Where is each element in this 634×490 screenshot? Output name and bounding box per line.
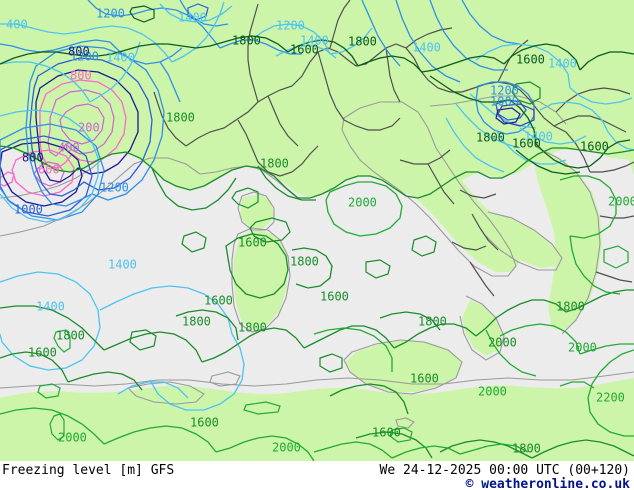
copyright-notice: © weatheronline.co.uk xyxy=(465,477,630,490)
contour-label: 1200 xyxy=(276,19,305,33)
contour-label: 1800 xyxy=(56,329,85,343)
contour-label: 1600 xyxy=(238,236,267,250)
contour-label: 1400 xyxy=(524,130,553,144)
contour-1400 xyxy=(0,1,634,411)
contour-label: 1800 xyxy=(238,321,267,335)
contour-label: 2000 xyxy=(608,195,634,209)
contour-label: 1600 xyxy=(512,137,541,151)
contour-label: 1200 xyxy=(100,181,129,195)
contour-label: 1000 xyxy=(490,95,519,109)
map-canvas[interactable]: 1200120014001400400400120012001400140012… xyxy=(0,0,634,461)
contour-label: 1400 xyxy=(300,34,329,48)
contour-label: 1800 xyxy=(182,315,211,329)
contour-1600 xyxy=(0,35,634,175)
contour-label: 800 xyxy=(22,151,44,165)
contour-label: 2000 xyxy=(58,431,87,445)
contour-label: 1800 xyxy=(290,255,319,269)
contour-label: 400 xyxy=(58,141,80,155)
contour-label: 1800 xyxy=(232,34,261,48)
contour-label: 2000 xyxy=(488,336,517,350)
contour-label: 1600 xyxy=(410,372,439,386)
contour-label: 1600 xyxy=(190,416,219,430)
contour-label: 1600 xyxy=(204,294,233,308)
contour-800 xyxy=(0,69,139,207)
contour-label: 2000 xyxy=(568,341,597,355)
contour-label: 2200 xyxy=(596,391,625,405)
contour-label: 1400 xyxy=(412,41,441,55)
fill-band-high-peninsula xyxy=(234,100,634,392)
model-run-timestamp: We 24-12-2025 00:00 UTC (00+120) xyxy=(379,463,630,478)
contour-label: 1800 xyxy=(166,111,195,125)
contour-label: 1600 xyxy=(290,43,319,57)
contour-600 xyxy=(0,79,127,197)
contour-label: 400 xyxy=(6,18,28,32)
contour-label: 1600 xyxy=(320,290,349,304)
map-title: Freezing level [m] GFS xyxy=(2,463,175,478)
contour-label: 2000 xyxy=(272,441,301,455)
contour-label: 800 xyxy=(68,45,90,59)
coastlines xyxy=(0,95,634,429)
contour-label: 1600 xyxy=(372,426,401,440)
contour-label: 1400 xyxy=(178,11,207,25)
contour-label: 200 xyxy=(78,121,100,135)
freezing-level-contour-map[interactable]: 1200120014001400400400120012001400140012… xyxy=(0,0,634,461)
contour-2200 xyxy=(559,349,634,437)
contour-label: 1200 xyxy=(70,50,99,64)
contour-label: 1800 xyxy=(418,315,447,329)
contour-label: 1800 xyxy=(556,300,585,314)
contour-label: 1000 xyxy=(14,203,43,217)
contour-2000 xyxy=(0,175,634,461)
contour-label: 1400 xyxy=(108,258,137,272)
contour-label: 2000 xyxy=(348,196,377,210)
contour-label: 1800 xyxy=(348,35,377,49)
contour-label: 1400 xyxy=(548,57,577,71)
contour-label: 1800 xyxy=(260,157,289,171)
contour-label: 1600 xyxy=(516,53,545,67)
contour-label: 1200 xyxy=(96,7,125,21)
contour-minor-cells xyxy=(37,3,629,443)
contour-labels: 1200120014001400400400120012001400140012… xyxy=(6,7,634,456)
map-footer: Freezing level [m] GFS We 24-12-2025 00:… xyxy=(0,461,634,490)
contour-label: 1400 xyxy=(36,300,65,314)
contour-label: 1400 xyxy=(106,51,135,65)
contour-label: 2000 xyxy=(478,385,507,399)
contour-label: 600 xyxy=(38,163,60,177)
contour-1800 xyxy=(0,145,634,459)
contour-label: 800 xyxy=(70,69,92,83)
contour-label: 1600 xyxy=(580,140,609,154)
contour-label: 1200 xyxy=(490,84,519,98)
administrative-borders xyxy=(153,0,634,297)
contour-label: 1800 xyxy=(476,131,505,145)
contour-label: 1800 xyxy=(512,442,541,456)
contour-label: 1600 xyxy=(28,346,57,360)
contour-400 xyxy=(47,89,115,157)
